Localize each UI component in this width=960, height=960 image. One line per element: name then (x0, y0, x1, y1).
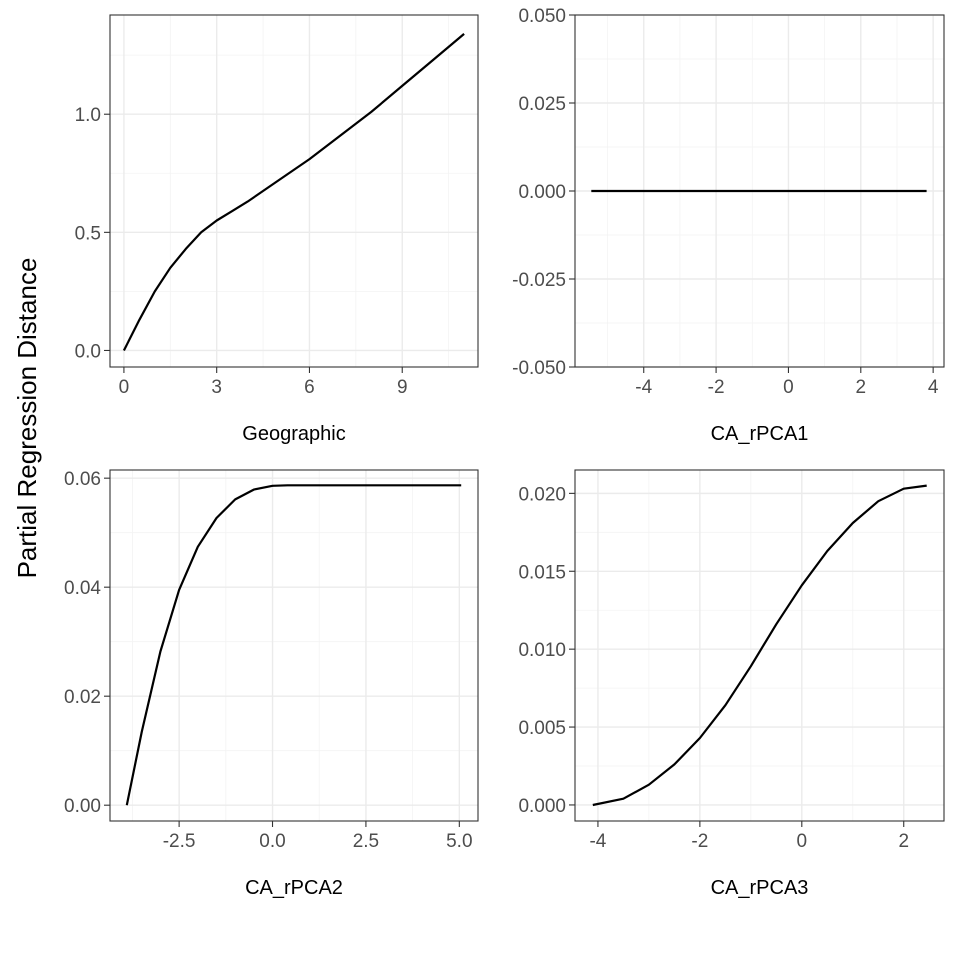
x-axis-title: CA_rPCA3 (711, 877, 809, 899)
panels: 0 3 6 9 0.0 0.5 1.0 Geographic -4 -2 0 2 4 -0.050 -0.0… (64, 6, 945, 899)
y-tick-label: 0.020 (518, 484, 566, 505)
y-tick-label: 0.015 (518, 562, 566, 583)
x-tick-label: -4 (635, 377, 652, 398)
y-tick-label: 0.04 (64, 578, 101, 599)
y-tick-label: -0.050 (512, 358, 566, 379)
x-tick-label: 4 (928, 377, 939, 398)
y-tick-label: -0.025 (512, 270, 566, 291)
y-tick-label: 0.000 (518, 182, 566, 203)
panel-4: -4 -2 0 2 0.000 0.005 0.010 0.015 0.020 CA_rPCA3 (518, 469, 945, 899)
x-tick-label: 2.5 (353, 831, 379, 852)
y-axis-title: Partial Regression Distance (12, 258, 42, 579)
panel-border (109, 14, 479, 368)
y-tick-label: 0.0 (75, 341, 101, 362)
y-tick-label: 0.02 (64, 687, 101, 708)
panel-border (574, 469, 945, 822)
x-tick-label: 5.0 (446, 831, 472, 852)
x-axis-title: CA_rPCA1 (711, 423, 809, 445)
y-tick-label: 0.005 (518, 718, 566, 739)
y-tick-label: 0.000 (518, 796, 566, 817)
series-line (122, 33, 465, 351)
y-tick-label: 0.00 (64, 796, 101, 817)
y-tick-label: 0.5 (75, 223, 101, 244)
x-tick-label: -2 (708, 377, 725, 398)
x-tick-label: -2.5 (163, 831, 196, 852)
y-tick-label: 0.010 (518, 640, 566, 661)
series-line (125, 484, 462, 806)
x-tick-label: 6 (304, 377, 315, 398)
panel-1: 0 3 6 9 0.0 0.5 1.0 Geographic (75, 14, 479, 445)
panel-3: -2.5 0.0 2.5 5.0 0.00 0.02 0.04 0.06 CA_rPCA2 (64, 469, 479, 899)
panel-2: -4 -2 0 2 4 -0.050 -0.025 0.000 0.025 0.050 CA_rPC… (512, 6, 945, 445)
x-tick-label: 0 (783, 377, 794, 398)
x-axis-title: CA_rPCA2 (245, 877, 343, 899)
y-tick-label: 0.050 (518, 6, 566, 27)
y-tick-label: 1.0 (75, 105, 101, 126)
y-tick-label: 0.025 (518, 94, 566, 115)
x-tick-label: 0.0 (259, 831, 285, 852)
y-tick-label: 0.06 (64, 469, 101, 490)
series-line (592, 484, 927, 807)
x-tick-label: 0 (119, 377, 130, 398)
x-tick-label: 0 (797, 831, 808, 852)
x-tick-label: 9 (397, 377, 408, 398)
x-tick-label: 2 (856, 377, 867, 398)
panel-border (109, 469, 479, 822)
x-axis-title: Geographic (242, 423, 345, 445)
x-tick-label: -4 (589, 831, 606, 852)
x-tick-label: -2 (691, 831, 708, 852)
x-tick-label: 3 (211, 377, 222, 398)
x-tick-label: 2 (898, 831, 909, 852)
